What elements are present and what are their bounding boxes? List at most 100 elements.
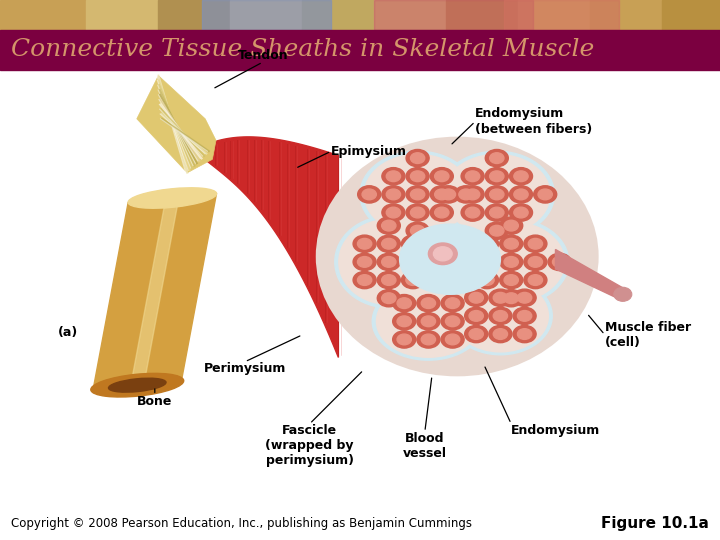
Circle shape xyxy=(504,293,518,303)
Circle shape xyxy=(410,153,425,164)
Polygon shape xyxy=(130,197,179,386)
Circle shape xyxy=(406,222,429,239)
Text: (a): (a) xyxy=(58,326,78,339)
Circle shape xyxy=(421,298,436,308)
Circle shape xyxy=(475,272,498,289)
Circle shape xyxy=(433,247,452,261)
Polygon shape xyxy=(137,76,216,173)
Circle shape xyxy=(451,253,474,271)
Circle shape xyxy=(377,217,400,234)
Ellipse shape xyxy=(444,154,550,234)
Text: Endomysium
(between fibers): Endomysium (between fibers) xyxy=(475,107,593,136)
Bar xyxy=(504,0,619,30)
Bar xyxy=(374,0,533,30)
Circle shape xyxy=(510,186,533,203)
Circle shape xyxy=(441,313,464,330)
Text: Connective Tissue Sheaths in Skeletal Muscle: Connective Tissue Sheaths in Skeletal Mu… xyxy=(11,38,594,62)
Circle shape xyxy=(417,313,440,330)
Circle shape xyxy=(357,256,372,267)
Ellipse shape xyxy=(439,151,554,238)
Circle shape xyxy=(435,207,449,218)
Circle shape xyxy=(513,326,536,343)
Circle shape xyxy=(435,189,449,200)
Bar xyxy=(86,0,158,30)
Ellipse shape xyxy=(377,285,480,357)
Polygon shape xyxy=(556,249,623,301)
Circle shape xyxy=(480,275,494,286)
Circle shape xyxy=(524,253,547,271)
Circle shape xyxy=(475,253,498,271)
Text: Muscle fiber
(cell): Muscle fiber (cell) xyxy=(605,321,691,349)
Circle shape xyxy=(353,235,376,252)
Circle shape xyxy=(417,331,440,348)
Circle shape xyxy=(357,275,372,286)
Text: Tendon: Tendon xyxy=(238,49,288,62)
Circle shape xyxy=(500,272,523,289)
Circle shape xyxy=(493,329,508,340)
Circle shape xyxy=(464,307,487,325)
Circle shape xyxy=(490,207,504,218)
Circle shape xyxy=(524,235,547,252)
Text: Copyright © 2008 Pearson Education, Inc., publishing as Benjamin Cummings: Copyright © 2008 Pearson Education, Inc.… xyxy=(11,517,472,530)
Circle shape xyxy=(480,256,494,267)
Circle shape xyxy=(513,289,536,306)
Ellipse shape xyxy=(109,378,166,392)
Circle shape xyxy=(552,256,567,267)
Circle shape xyxy=(437,186,460,203)
Circle shape xyxy=(402,272,425,289)
Circle shape xyxy=(528,256,543,267)
Circle shape xyxy=(410,225,425,236)
Circle shape xyxy=(514,189,528,200)
Bar xyxy=(446,0,518,30)
Circle shape xyxy=(446,316,460,327)
Ellipse shape xyxy=(372,282,485,360)
Circle shape xyxy=(489,326,512,343)
Ellipse shape xyxy=(335,216,443,308)
Circle shape xyxy=(431,204,454,221)
Circle shape xyxy=(493,310,508,321)
Circle shape xyxy=(377,272,400,289)
Circle shape xyxy=(490,153,504,164)
Circle shape xyxy=(377,253,400,271)
Circle shape xyxy=(377,235,400,252)
Circle shape xyxy=(397,298,411,308)
Bar xyxy=(0,70,720,508)
Circle shape xyxy=(446,298,460,308)
Circle shape xyxy=(397,316,411,327)
Circle shape xyxy=(421,316,436,327)
Circle shape xyxy=(441,294,464,312)
Circle shape xyxy=(513,307,536,325)
Circle shape xyxy=(518,310,532,321)
Circle shape xyxy=(441,189,456,200)
Circle shape xyxy=(534,186,557,203)
Ellipse shape xyxy=(449,277,552,355)
Ellipse shape xyxy=(452,280,549,352)
Circle shape xyxy=(382,167,405,185)
Circle shape xyxy=(386,171,400,181)
Bar xyxy=(0,30,720,70)
Polygon shape xyxy=(93,193,217,390)
Circle shape xyxy=(454,186,477,203)
Circle shape xyxy=(538,189,552,200)
Ellipse shape xyxy=(91,373,184,397)
Circle shape xyxy=(382,275,396,286)
Ellipse shape xyxy=(339,219,438,305)
Ellipse shape xyxy=(128,188,217,208)
Bar xyxy=(374,0,446,30)
Ellipse shape xyxy=(458,222,564,302)
Circle shape xyxy=(480,238,494,249)
Circle shape xyxy=(489,307,512,325)
Text: Perimysium: Perimysium xyxy=(204,362,286,375)
Circle shape xyxy=(524,272,547,289)
Circle shape xyxy=(490,171,504,181)
Circle shape xyxy=(402,253,425,271)
Circle shape xyxy=(406,150,429,167)
Bar xyxy=(662,0,720,30)
Circle shape xyxy=(464,326,487,343)
Ellipse shape xyxy=(317,138,598,375)
Circle shape xyxy=(548,253,571,271)
Ellipse shape xyxy=(360,151,475,238)
Circle shape xyxy=(490,189,504,200)
Circle shape xyxy=(500,235,523,252)
Circle shape xyxy=(504,220,518,231)
